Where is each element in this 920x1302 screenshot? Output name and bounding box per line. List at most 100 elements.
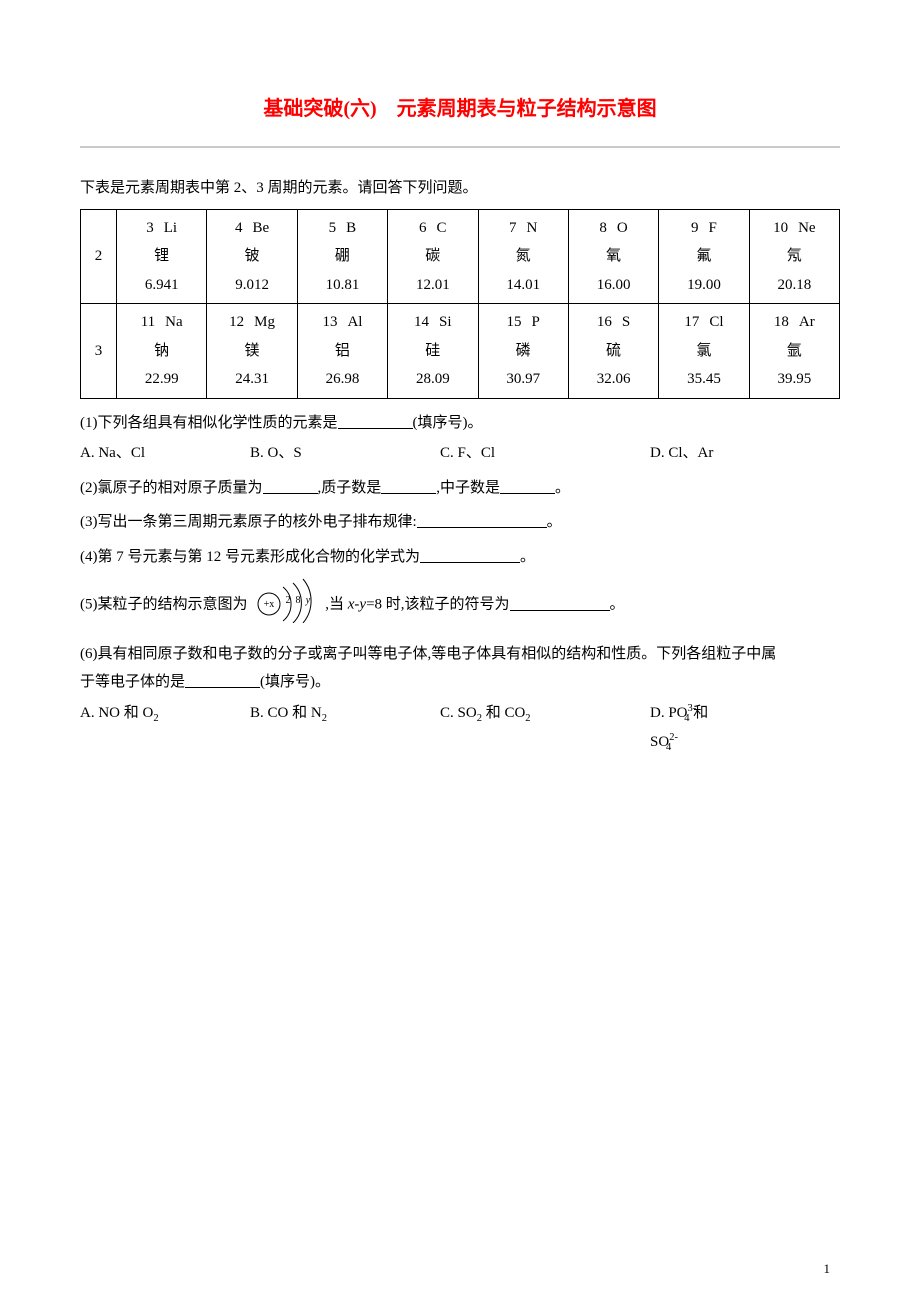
choice-d: D. Cl、Ar (650, 439, 713, 468)
q6-b-text: B. CO 和 N (250, 705, 322, 721)
periodic-table: 23Li锂6.9414Be铍9.0125B硼10.816C碳12.017N氮14… (80, 209, 840, 399)
diagram-shell1: 2 (286, 595, 291, 606)
element-cell: 4Be铍9.012 (207, 209, 297, 304)
element-name: 氩 (750, 337, 839, 366)
element-name: 氧 (569, 242, 658, 271)
element-name: 氖 (750, 242, 839, 271)
atomic-number: 8 (599, 214, 607, 243)
atomic-mass: 39.95 (750, 365, 839, 394)
atomic-number: 16 (597, 308, 612, 337)
atomic-number: 7 (509, 214, 517, 243)
element-name: 硫 (569, 337, 658, 366)
element-cell: 16S硫32.06 (568, 304, 658, 399)
element-name: 硼 (298, 242, 387, 271)
atomic-mass: 16.00 (569, 271, 658, 300)
blank (420, 547, 520, 563)
q2-p3: ,中子数是 (436, 480, 500, 496)
choice-a: A. NO 和 O2 (80, 699, 250, 759)
atomic-number: 9 (691, 214, 699, 243)
question-5: (5)某粒子的结构示意图为 +x 2 8 y ,当 x-y=8 时,该粒子的符号… (80, 577, 840, 634)
element-symbol: Si (439, 308, 452, 337)
atomic-number: 12 (229, 308, 244, 337)
atomic-number: 13 (322, 308, 337, 337)
q6-c-mid: 和 CO (482, 705, 525, 721)
subscript: 4 (666, 742, 671, 753)
element-symbol: Li (164, 214, 177, 243)
element-symbol: O (617, 214, 628, 243)
intro-text: 下表是元素周期表中第 2、3 周期的元素。请回答下列问题。 (80, 174, 840, 203)
q6-p2: 于等电子体的是 (80, 674, 185, 690)
page: 基础突破(六) 元素周期表与粒子结构示意图 下表是元素周期表中第 2、3 周期的… (0, 0, 920, 1302)
q1-text: (1)下列各组具有相似化学性质的元素是 (80, 415, 338, 431)
blank (263, 478, 318, 494)
choice-d: D. PO3-4 和 SO2-4 (650, 699, 733, 759)
q3-p1: (3)写出一条第三周期元素原子的核外电子排布规律: (80, 514, 417, 530)
atomic-mass: 19.00 (659, 271, 748, 300)
element-cell: 12Mg镁24.31 (207, 304, 297, 399)
element-name: 锂 (117, 242, 206, 271)
blank (338, 413, 413, 429)
atomic-mass: 9.012 (207, 271, 296, 300)
element-symbol: B (346, 214, 356, 243)
element-symbol: Cl (709, 308, 723, 337)
element-cell: 8O氧16.00 (568, 209, 658, 304)
atomic-number: 14 (414, 308, 429, 337)
atomic-number: 17 (684, 308, 699, 337)
choice-c: C. F、Cl (440, 439, 650, 468)
question-4: (4)第 7 号元素与第 12 号元素形成化合物的化学式为。 (80, 543, 840, 572)
element-name: 氮 (479, 242, 568, 271)
element-symbol: Mg (254, 308, 275, 337)
element-cell: 7N氮14.01 (478, 209, 568, 304)
atomic-number: 10 (773, 214, 788, 243)
element-name: 镁 (207, 337, 296, 366)
choice-b: B. O、S (250, 439, 440, 468)
subscript: 2 (525, 713, 530, 724)
element-name: 氯 (659, 337, 748, 366)
element-symbol: N (527, 214, 538, 243)
choice-c: C. SO2 和 CO2 (440, 699, 650, 759)
atomic-mass: 35.45 (659, 365, 748, 394)
q6-d-text: D. PO (650, 705, 688, 721)
q2-p1: (2)氯原子的相对原子质量为 (80, 480, 263, 496)
atomic-mass: 32.06 (569, 365, 658, 394)
q3-p2: 。 (547, 514, 562, 530)
element-name: 硅 (388, 337, 477, 366)
atomic-mass: 22.99 (117, 365, 206, 394)
q2-p4: 。 (555, 480, 570, 496)
q5-p3: =8 时,该粒子的符号为 (366, 597, 509, 613)
element-cell: 15P磷30.97 (478, 304, 568, 399)
period-label: 3 (81, 304, 117, 399)
element-cell: 3Li锂6.941 (117, 209, 207, 304)
subscript: 2 (322, 713, 327, 724)
element-cell: 17 Cl氯35.45 (659, 304, 749, 399)
blank (185, 672, 260, 688)
atom-diagram-icon: +x 2 8 y (253, 577, 323, 634)
question-2: (2)氯原子的相对原子质量为,质子数是,中子数是。 (80, 474, 840, 503)
q5-p4: 。 (610, 597, 625, 613)
question-1: (1)下列各组具有相似化学性质的元素是(填序号)。 (80, 409, 840, 438)
element-symbol: Al (347, 308, 362, 337)
atomic-number: 3 (146, 214, 154, 243)
element-cell: 9F氟19.00 (659, 209, 749, 304)
q4-p2: 。 (520, 549, 535, 565)
atomic-mass: 30.97 (479, 365, 568, 394)
atomic-number: 4 (235, 214, 243, 243)
element-cell: 6C碳12.01 (388, 209, 478, 304)
element-symbol: Ar (799, 308, 815, 337)
element-name: 碳 (388, 242, 477, 271)
element-cell: 5B硼10.81 (297, 209, 387, 304)
atomic-number: 5 (329, 214, 337, 243)
element-name: 磷 (479, 337, 568, 366)
diagram-center: +x (264, 599, 275, 610)
period-label: 2 (81, 209, 117, 304)
question-6: (6)具有相同原子数和电子数的分子或离子叫等电子体,等电子体具有相似的结构和性质… (80, 640, 840, 669)
atomic-number: 11 (141, 308, 155, 337)
choice-a: A. Na、Cl (80, 439, 250, 468)
element-name: 铍 (207, 242, 296, 271)
element-symbol: C (437, 214, 447, 243)
blank (510, 595, 610, 611)
atomic-mass: 12.01 (388, 271, 477, 300)
atomic-number: 15 (507, 308, 522, 337)
q1-choices: A. Na、Cl B. O、S C. F、Cl D. Cl、Ar (80, 439, 840, 468)
q6-p1: (6)具有相同原子数和电子数的分子或离子叫等电子体,等电子体具有相似的结构和性质… (80, 646, 776, 662)
